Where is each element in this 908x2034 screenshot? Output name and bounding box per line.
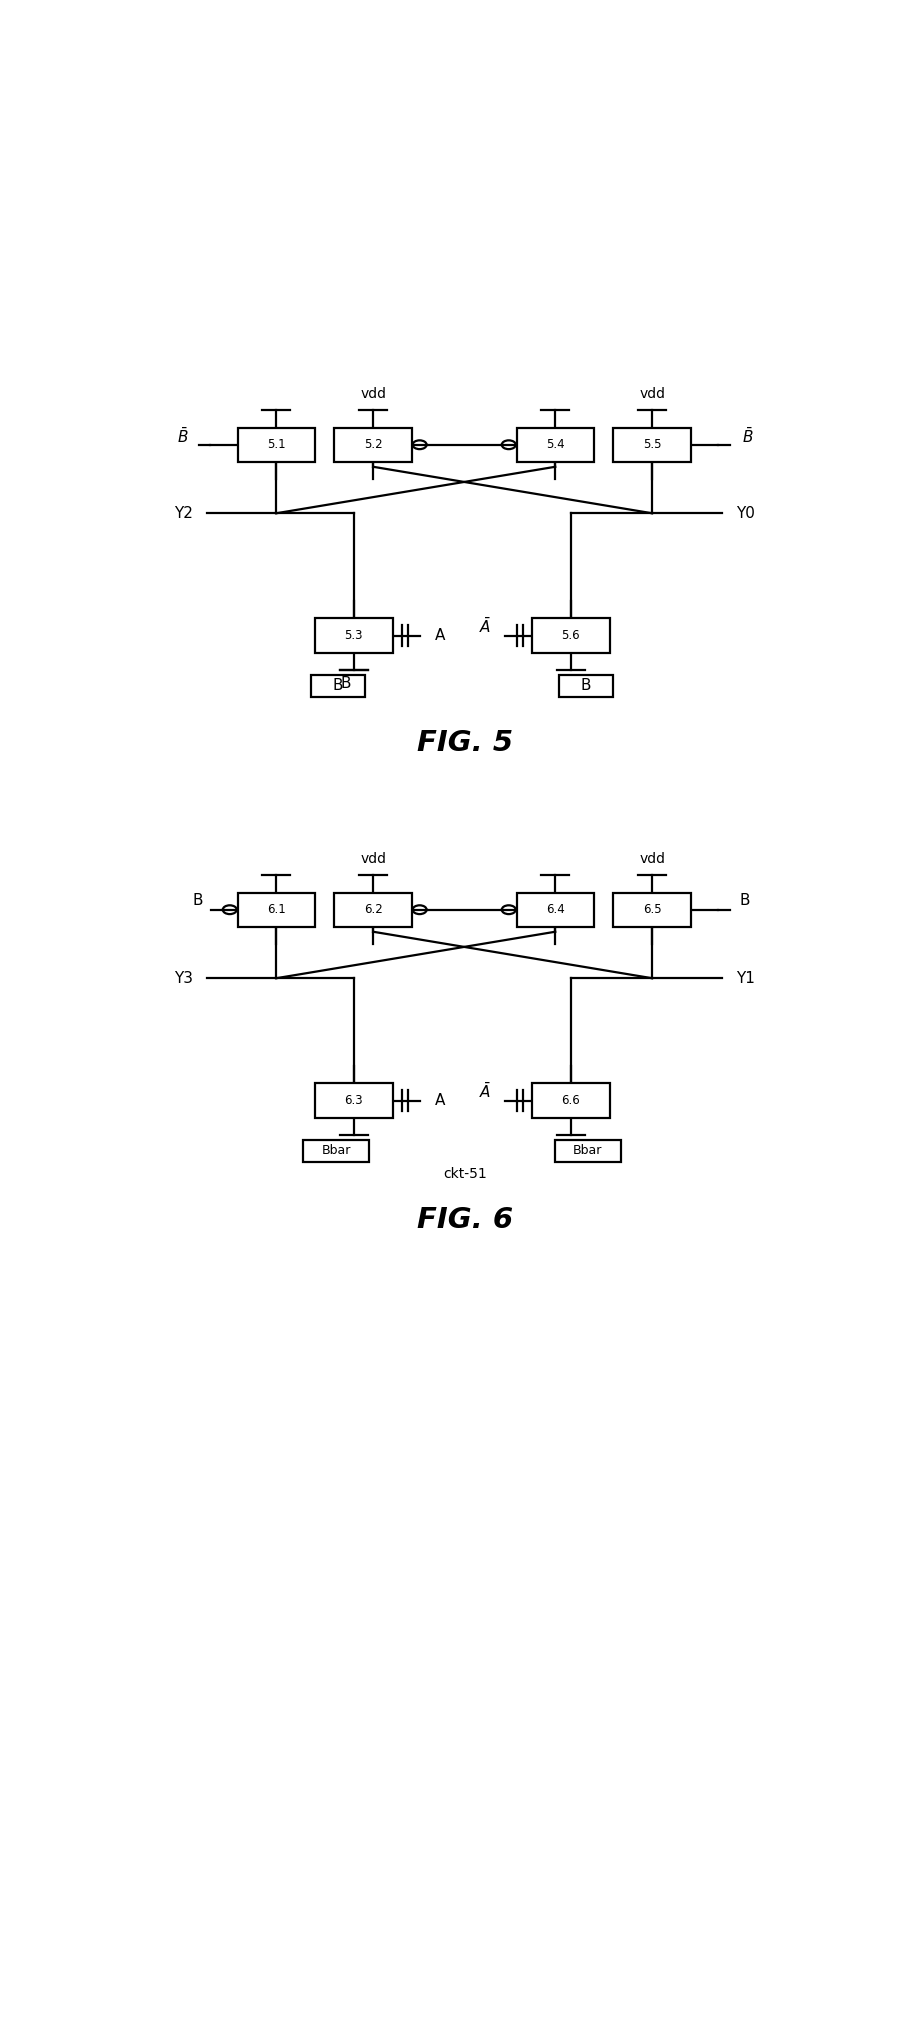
Text: FIG. 5: FIG. 5 [418, 730, 513, 757]
Text: ckt-51: ckt-51 [443, 1168, 488, 1182]
Bar [559, 675, 614, 698]
Bar [614, 427, 691, 462]
Bar [315, 1084, 392, 1119]
Bar [614, 893, 691, 928]
Text: 6.4: 6.4 [546, 903, 565, 915]
Text: 6.6: 6.6 [561, 1094, 580, 1106]
Bar [556, 1139, 621, 1161]
Text: 6.1: 6.1 [267, 903, 286, 915]
Text: FIG. 6: FIG. 6 [418, 1206, 513, 1235]
Bar [532, 1084, 609, 1119]
Text: 5.4: 5.4 [546, 437, 565, 452]
Text: Y0: Y0 [735, 506, 755, 521]
Text: vdd: vdd [639, 852, 666, 866]
Text: 5.3: 5.3 [344, 629, 363, 643]
Text: 6.5: 6.5 [643, 903, 661, 915]
Bar [517, 893, 594, 928]
Text: 5.5: 5.5 [643, 437, 661, 452]
Bar [517, 427, 594, 462]
Text: B: B [333, 677, 343, 694]
Text: $\bar{A}$: $\bar{A}$ [479, 1082, 491, 1100]
Bar [334, 893, 412, 928]
Text: 5.1: 5.1 [267, 437, 285, 452]
Text: vdd: vdd [360, 852, 386, 866]
Text: B: B [192, 893, 203, 909]
Text: Bbar: Bbar [573, 1143, 603, 1157]
Bar [238, 893, 315, 928]
Bar [303, 1139, 370, 1161]
Text: vdd: vdd [639, 386, 666, 401]
Text: Y3: Y3 [173, 970, 192, 986]
Bar [315, 618, 392, 653]
Text: 6.2: 6.2 [364, 903, 382, 915]
Text: 6.3: 6.3 [344, 1094, 363, 1106]
Text: A: A [435, 629, 446, 643]
Text: $\bar{B}$: $\bar{B}$ [742, 427, 754, 445]
Text: A: A [435, 1092, 446, 1109]
Text: 5.6: 5.6 [561, 629, 580, 643]
Text: Bbar: Bbar [322, 1143, 351, 1157]
Text: Y2: Y2 [173, 506, 192, 521]
Text: B: B [581, 677, 591, 694]
Text: $\bar{B}$: $\bar{B}$ [177, 427, 189, 445]
Text: vdd: vdd [360, 386, 386, 401]
Text: B: B [740, 893, 750, 909]
Bar [334, 427, 412, 462]
Text: Y1: Y1 [735, 970, 755, 986]
Text: 5.2: 5.2 [364, 437, 382, 452]
Text: B: B [340, 675, 351, 692]
Bar [238, 427, 315, 462]
Bar [311, 675, 365, 698]
Bar [532, 618, 609, 653]
Text: $\bar{A}$: $\bar{A}$ [479, 616, 491, 637]
